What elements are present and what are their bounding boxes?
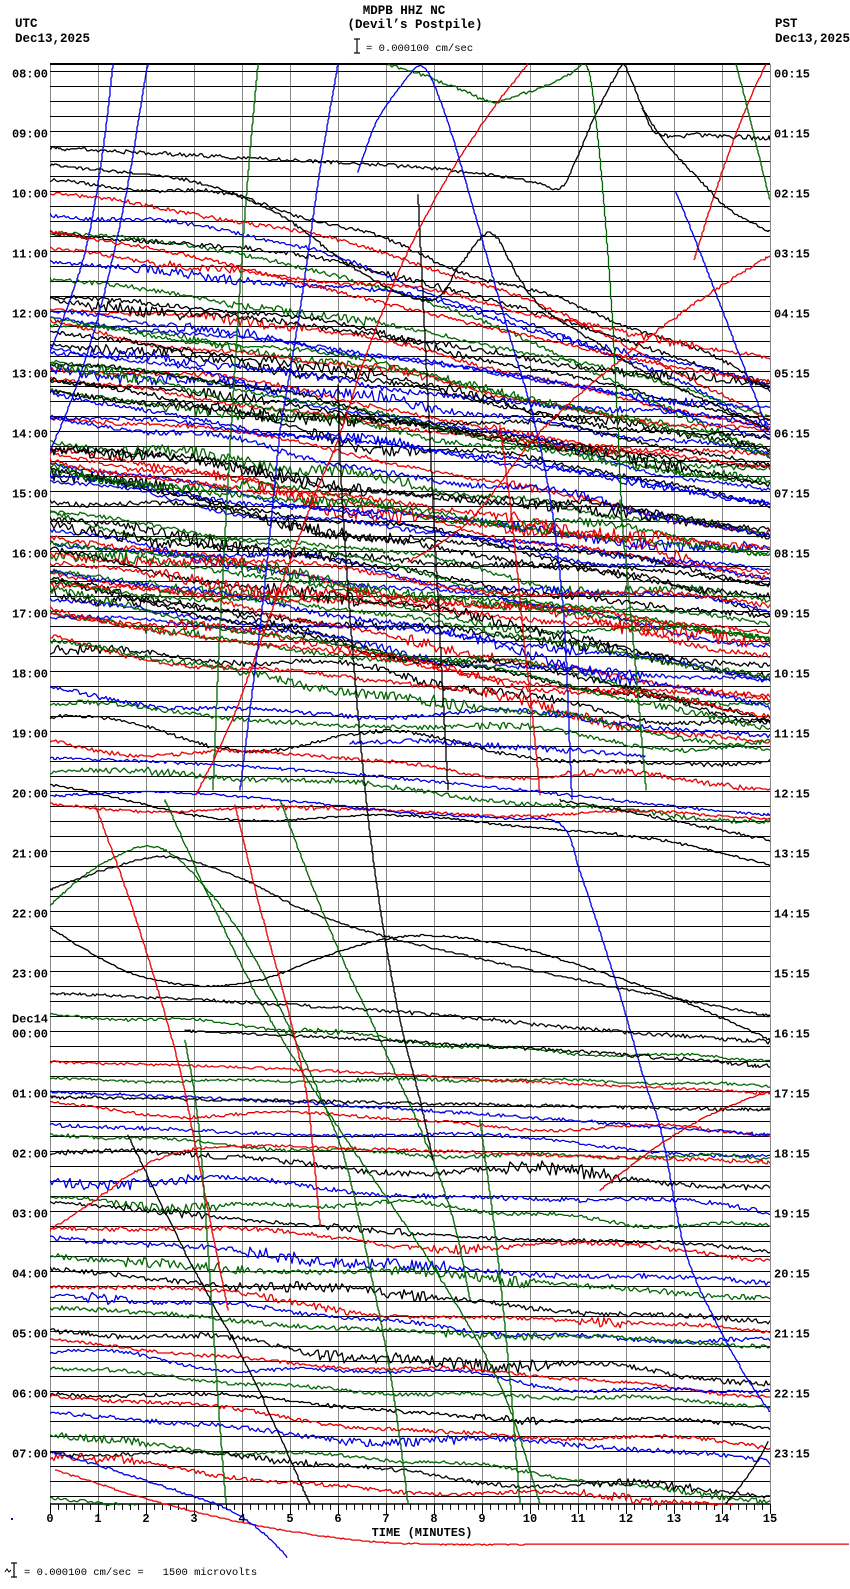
svg-text:11:00: 11:00 [12,248,48,262]
svg-text:13:15: 13:15 [774,848,810,862]
svg-text:01:00: 01:00 [12,1088,48,1102]
svg-text:20:15: 20:15 [774,1268,810,1282]
svg-text:8: 8 [430,1512,437,1526]
svg-text:16:00: 16:00 [12,548,48,562]
svg-text:18:00: 18:00 [12,668,48,682]
svg-text:= 0.000100 cm/sec = 1500 mic: = 0.000100 cm/sec = 1500 microvolts [24,1567,257,1579]
svg-text:02:00: 02:00 [12,1148,48,1162]
svg-text:18:15: 18:15 [774,1148,810,1162]
svg-text:0: 0 [46,1512,53,1526]
svg-text:00:00: 00:00 [12,1028,48,1042]
svg-text:15:00: 15:00 [12,488,48,502]
svg-text:23:15: 23:15 [774,1448,810,1462]
svg-text:04:15: 04:15 [774,308,810,322]
svg-text:07:00: 07:00 [12,1448,48,1462]
svg-text:05:15: 05:15 [774,368,810,382]
svg-text:17:00: 17:00 [12,608,48,622]
svg-text:06:15: 06:15 [774,428,810,442]
svg-text:3: 3 [190,1512,197,1526]
svg-text:(Devil’s Postpile): (Devil’s Postpile) [347,18,482,32]
svg-text:UTC: UTC [15,17,38,31]
svg-text:03:00: 03:00 [12,1208,48,1222]
svg-text:Dec13,2025: Dec13,2025 [775,32,850,46]
svg-text:13:00: 13:00 [12,368,48,382]
svg-text:7: 7 [382,1512,389,1526]
svg-text:11:15: 11:15 [774,728,810,742]
svg-text:= 0.000100 cm/sec: = 0.000100 cm/sec [366,43,473,55]
svg-text:20:00: 20:00 [12,788,48,802]
svg-text:5: 5 [286,1512,293,1526]
svg-text:03:15: 03:15 [774,248,810,262]
svg-text:PST: PST [775,17,798,31]
svg-text:21:15: 21:15 [774,1328,810,1342]
svg-text:10:00: 10:00 [12,188,48,202]
svg-text:23:00: 23:00 [12,968,48,982]
svg-text:2: 2 [142,1512,149,1526]
svg-text:12: 12 [619,1512,633,1526]
svg-text:15:15: 15:15 [774,968,810,982]
svg-text:Dec14: Dec14 [12,1013,48,1027]
svg-text:05:00: 05:00 [12,1328,48,1342]
svg-text:11: 11 [571,1512,585,1526]
svg-text:08:00: 08:00 [12,68,48,82]
svg-text:17:15: 17:15 [774,1088,810,1102]
svg-text:07:15: 07:15 [774,488,810,502]
svg-text:1: 1 [94,1512,101,1526]
svg-text:4: 4 [238,1512,245,1526]
svg-text:19:00: 19:00 [12,728,48,742]
svg-text:09:00: 09:00 [12,128,48,142]
svg-text:MDPB HHZ NC: MDPB HHZ NC [363,4,446,18]
svg-text:01:15: 01:15 [774,128,810,142]
svg-text:21:00: 21:00 [12,848,48,862]
svg-text:04:00: 04:00 [12,1268,48,1282]
svg-text:00:15: 00:15 [774,68,810,82]
svg-text:13: 13 [667,1512,681,1526]
svg-text:TIME (MINUTES): TIME (MINUTES) [372,1526,473,1540]
svg-text:12:15: 12:15 [774,788,810,802]
svg-text:02:15: 02:15 [774,188,810,202]
svg-text:Dec13,2025: Dec13,2025 [15,32,90,46]
svg-text:12:00: 12:00 [12,308,48,322]
svg-text:10:15: 10:15 [774,668,810,682]
svg-text:08:15: 08:15 [774,548,810,562]
svg-text:6: 6 [334,1512,341,1526]
svg-text:22:15: 22:15 [774,1388,810,1402]
svg-text:15: 15 [763,1512,777,1526]
svg-text:22:00: 22:00 [12,908,48,922]
svg-text:16:15: 16:15 [774,1028,810,1042]
svg-text:14:00: 14:00 [12,428,48,442]
svg-text:19:15: 19:15 [774,1208,810,1222]
svg-text:10: 10 [523,1512,537,1526]
svg-text:14: 14 [715,1512,729,1526]
svg-text:06:00: 06:00 [12,1388,48,1402]
svg-text:09:15: 09:15 [774,608,810,622]
svg-text:9: 9 [478,1512,485,1526]
svg-text:14:15: 14:15 [774,908,810,922]
